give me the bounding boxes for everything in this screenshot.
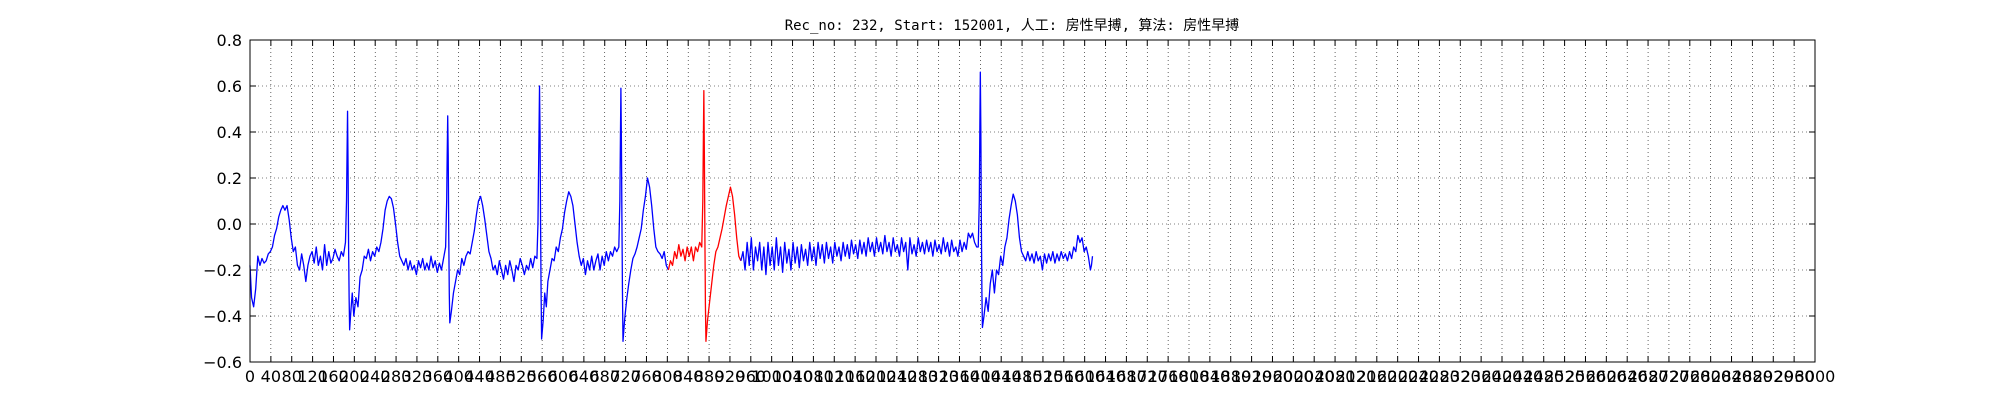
x-tick-label: 600: [548, 367, 579, 386]
chart-title: Rec_no: 232, Start: 152001, 人工: 房性早搏, 算法…: [785, 17, 1240, 34]
x-tick-label: 1520: [1023, 367, 1064, 386]
x-tick-label: 2120: [1336, 367, 1377, 386]
x-tick-label: 2040: [1294, 367, 1335, 386]
x-tick-label: 1080: [793, 367, 834, 386]
x-tick-label: 1480: [1002, 367, 1043, 386]
x-tick-label: 1720: [1127, 367, 1168, 386]
x-tick-label: 800: [652, 367, 683, 386]
x-tick-label: 2200: [1377, 367, 1418, 386]
x-tick-label: 1280: [897, 367, 938, 386]
x-tick-label: 720: [610, 367, 641, 386]
x-tick-label: 2720: [1649, 367, 1690, 386]
x-tick-label: 2880: [1732, 367, 1773, 386]
x-tick-label: 640: [569, 367, 600, 386]
x-tick-label: 1760: [1148, 367, 1189, 386]
x-tick-label: 520: [506, 367, 537, 386]
ecg-trace: [740, 71, 1094, 329]
x-tick-label: 2760: [1669, 367, 1710, 386]
x-tick-label: 80: [282, 367, 302, 386]
y-tick-label: 0.4: [217, 123, 242, 142]
x-tick-label: 920: [715, 367, 746, 386]
y-tick-label: −0.4: [203, 307, 242, 326]
y-axis-ticks: −0.6 −0.4 −0.2 0.0 0.2 0.4 0.6 0.8: [203, 31, 1815, 372]
x-tick-label: 760: [631, 367, 662, 386]
x-tick-label: 1880: [1210, 367, 1251, 386]
x-tick-label: 2520: [1544, 367, 1585, 386]
y-tick-label: −0.2: [203, 261, 242, 280]
x-tick-label: 2320: [1440, 367, 1481, 386]
x-tick-label: 2920: [1753, 367, 1794, 386]
x-tick-label: 1160: [835, 367, 876, 386]
x-tick-label: 2640: [1607, 367, 1648, 386]
series-layer: [249, 71, 1094, 342]
axes-frame: [249, 39, 1816, 363]
x-tick-label: 2240: [1398, 367, 1439, 386]
x-tick-label: 2080: [1315, 367, 1356, 386]
x-tick-label: 480: [485, 367, 516, 386]
x-tick-label: 1800: [1169, 367, 1210, 386]
x-tick-label: 840: [673, 367, 704, 386]
x-tick-label: 160: [318, 367, 349, 386]
x-tick-label: 1400: [960, 367, 1001, 386]
y-tick-label: 0.6: [217, 77, 242, 96]
x-tick-label: 280: [381, 367, 412, 386]
x-tick-label: 2280: [1419, 367, 1460, 386]
x-tick-label: 240: [360, 367, 391, 386]
x-tick-label: 880: [694, 367, 725, 386]
x-tick-label: 1960: [1252, 367, 1293, 386]
x-tick-label: 200: [339, 367, 370, 386]
x-tick-label: 1560: [1043, 367, 1084, 386]
y-tick-label: 0.0: [217, 215, 242, 234]
x-tick-label: 1360: [939, 367, 980, 386]
x-tick-label: 1840: [1190, 367, 1231, 386]
x-tick-label: 1240: [877, 367, 918, 386]
x-tick-label: 1440: [981, 367, 1022, 386]
x-tick-label: 320: [402, 367, 433, 386]
x-tick-label: 400: [443, 367, 474, 386]
x-tick-label: 1920: [1231, 367, 1272, 386]
x-tick-label: 960: [736, 367, 767, 386]
x-tick-label: 2160: [1356, 367, 1397, 386]
x-tick-label: 1120: [814, 367, 855, 386]
x-tick-label: 1600: [1064, 367, 1105, 386]
x-tick-label: 0: [245, 367, 255, 386]
x-tick-label: 2360: [1461, 367, 1502, 386]
x-tick-label: 560: [527, 367, 558, 386]
x-tick-label: 1000: [751, 367, 792, 386]
x-tick-label: 360: [423, 367, 454, 386]
x-tick-label: 2960: [1774, 367, 1815, 386]
x-tick-label: 1200: [856, 367, 897, 386]
x-tick-label: 120: [297, 367, 328, 386]
x-tick-label: 2800: [1690, 367, 1731, 386]
x-tick-label: 1680: [1106, 367, 1147, 386]
x-tick-label: 1040: [772, 367, 813, 386]
x-tick-label: 1320: [918, 367, 959, 386]
ecg-trace: [667, 89, 742, 342]
x-tick-label: 40: [261, 367, 281, 386]
x-axis-ticks: 0 40 8012016020024028032036040044048052056…: [245, 40, 1835, 386]
y-tick-label: 0.2: [217, 169, 242, 188]
x-tick-label: 680: [589, 367, 620, 386]
x-tick-label: 2680: [1628, 367, 1669, 386]
x-tick-label: 440: [464, 367, 495, 386]
x-tick-label: 2840: [1711, 367, 1752, 386]
x-tick-label: 2600: [1586, 367, 1627, 386]
y-tick-label: 0.8: [217, 31, 242, 50]
x-tick-label: 2440: [1503, 367, 1544, 386]
y-tick-label: −0.6: [203, 353, 242, 372]
grid-layer: [250, 40, 1815, 362]
ecg-trace: [249, 85, 669, 342]
x-tick-label: 2480: [1523, 367, 1564, 386]
x-tick-label: 2560: [1565, 367, 1606, 386]
x-tick-label: 1640: [1085, 367, 1126, 386]
x-tick-label: 2000: [1273, 367, 1314, 386]
x-tick-label: 3000: [1795, 367, 1836, 386]
x-tick-label: 2400: [1482, 367, 1523, 386]
